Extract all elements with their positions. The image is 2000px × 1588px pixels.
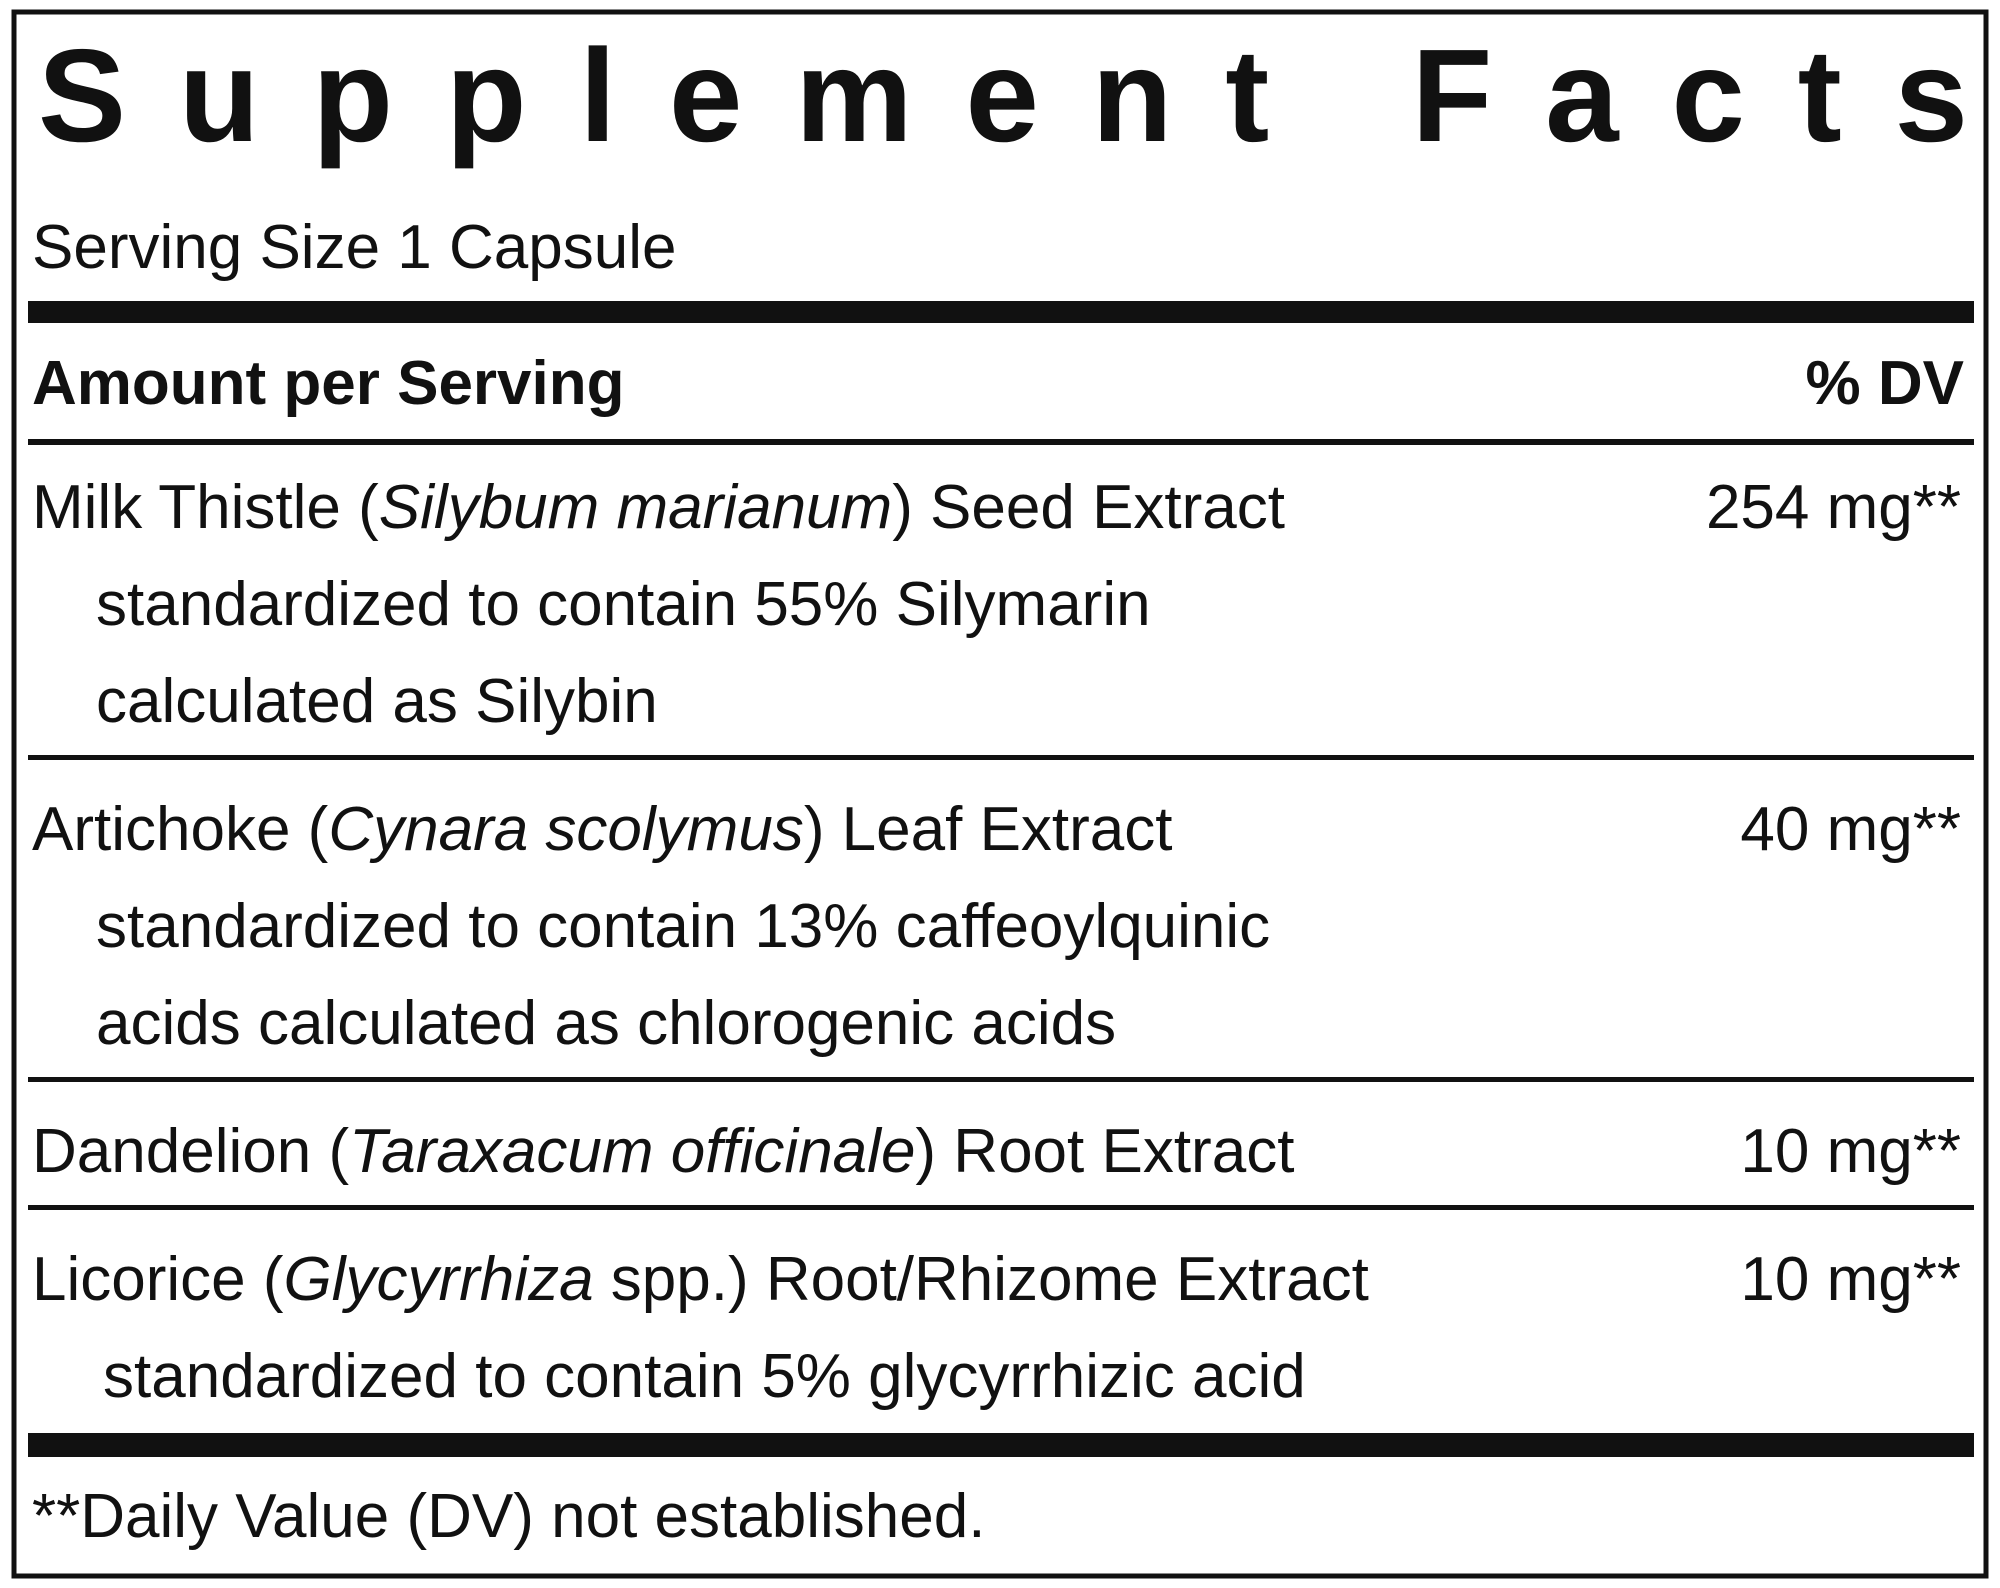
botanical-name: Cynara scolymus — [328, 795, 803, 864]
ingredient-detail: standardized to contain 5% glycyrrhizic … — [103, 1342, 1306, 1411]
name-part: ) Leaf Extract — [804, 795, 1173, 864]
header-dv: % DV — [1806, 349, 1964, 418]
header-amount: Amount per Serving — [32, 349, 625, 418]
ingredient-name: Licorice (Glycyrrhiza spp.) Root/Rhizome… — [32, 1245, 1369, 1314]
title: Supplement Facts — [38, 22, 1968, 169]
row-rule — [28, 1205, 1974, 1210]
label-border — [11, 9, 1989, 1579]
name-part: Licorice ( — [32, 1245, 284, 1314]
name-part: Milk Thistle ( — [32, 473, 379, 542]
amount: 254 mg** — [1706, 473, 1961, 542]
ingredient-detail: calculated as Silybin — [96, 667, 658, 736]
amount: 10 mg** — [1740, 1117, 1961, 1186]
name-part: ) Root Extract — [915, 1117, 1294, 1186]
botanical-name: Glycyrrhiza — [284, 1245, 594, 1314]
ingredient-name: Dandelion (Taraxacum officinale) Root Ex… — [32, 1117, 1294, 1186]
amount: 40 mg** — [1740, 795, 1961, 864]
thick-rule — [28, 301, 1974, 323]
ingredient-name: Artichoke (Cynara scolymus) Leaf Extract — [32, 795, 1173, 864]
amount: 10 mg** — [1740, 1245, 1961, 1314]
row-rule — [28, 1077, 1974, 1082]
name-part: Artichoke ( — [32, 795, 329, 864]
serving-size: Serving Size 1 Capsule — [32, 213, 676, 282]
row-rule — [28, 755, 1974, 760]
botanical-name: Taraxacum officinale — [349, 1117, 915, 1186]
name-part: Dandelion ( — [32, 1117, 349, 1186]
thick-rule — [28, 1433, 1974, 1457]
ingredient-name: Milk Thistle (Silybum marianum) Seed Ext… — [32, 473, 1285, 542]
botanical-name: Silybum marianum — [379, 473, 892, 542]
ingredient-detail: acids calculated as chlorogenic acids — [96, 989, 1116, 1058]
name-part: spp.) Root/Rhizome Extract — [594, 1245, 1369, 1314]
name-part: ) Seed Extract — [892, 473, 1285, 542]
ingredient-detail: standardized to contain 13% caffeoylquin… — [96, 892, 1270, 961]
footnote: **Daily Value (DV) not established. — [32, 1482, 985, 1551]
thin-rule — [28, 439, 1974, 445]
ingredient-detail: standardized to contain 55% Silymarin — [96, 570, 1151, 639]
